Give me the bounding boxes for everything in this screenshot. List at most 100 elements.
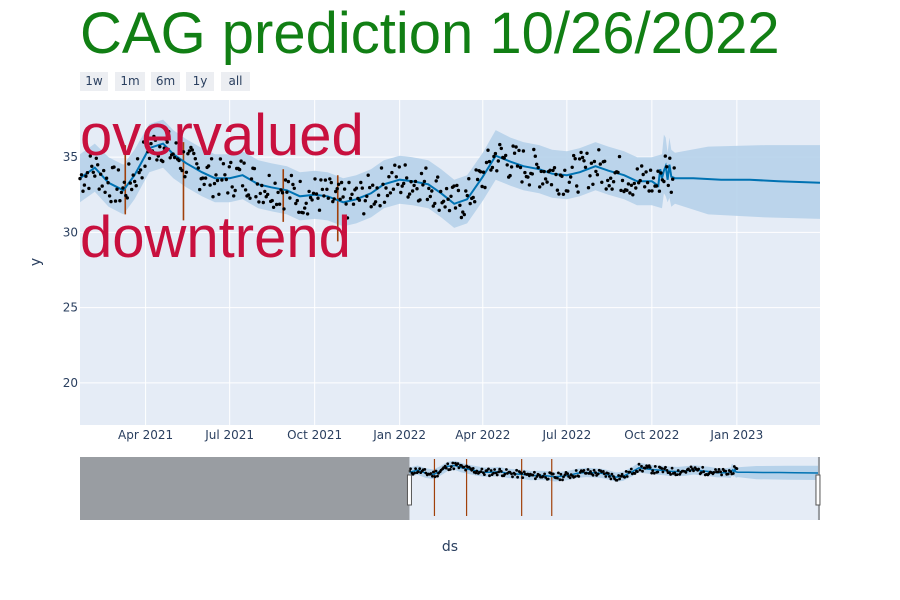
range-button-1w[interactable]: 1w [80,72,108,91]
range-slider-point [618,477,621,481]
observed-point [518,165,523,170]
range-button-all[interactable]: all [221,72,250,91]
range-slider-point [714,468,717,471]
observed-point [102,168,106,173]
observed-point [243,188,248,192]
observed-point [597,148,601,152]
observed-point [248,196,252,200]
observed-point [591,182,595,186]
range-slider-point [638,468,642,472]
observed-point [407,192,412,196]
observed-point [360,186,364,190]
range-slider-point [471,467,475,470]
observed-point [582,159,586,163]
observed-point [549,183,554,187]
observed-point [141,140,146,144]
observed-point [387,175,391,179]
range-slider-point [591,473,595,477]
range-slider-point [577,475,581,478]
observed-point [538,185,542,189]
range-slider-point [608,475,611,478]
range-button-1y[interactable]: 1y [186,72,214,91]
range-slider-point [488,474,491,478]
observed-point [473,200,477,204]
range-slider-point [612,475,615,478]
observed-point [421,183,425,187]
observed-point [403,163,407,167]
range-slider-point [697,467,700,471]
observed-point [588,174,592,178]
observed-point [603,159,607,163]
observed-point [526,175,530,179]
observed-point [412,183,416,188]
observed-point [198,187,202,192]
range-slider-point [729,470,733,474]
observed-point [418,198,422,202]
range-button-1m[interactable]: 1m [115,72,145,91]
range-slider-point [520,472,524,475]
observed-point [589,161,594,165]
observed-point [468,201,472,206]
range-slider-point [551,472,555,476]
observed-point [326,196,330,200]
observed-point [425,197,430,202]
x-tick-label: Apr 2022 [455,428,510,442]
range-slider-point [660,467,664,470]
range-slider-point [650,471,654,475]
range-slider-point [719,470,722,474]
observed-point [96,163,100,167]
observed-point [456,188,461,193]
observed-point [371,183,375,187]
range-slider-point [607,472,610,475]
observed-point [215,178,220,183]
range-slider-point [585,471,588,475]
observed-point [443,205,447,209]
observed-point [347,180,351,185]
observed-point [648,168,653,172]
observed-point [610,187,614,191]
observed-point [209,157,214,161]
observed-point [483,185,487,190]
range-slider-handle-left[interactable] [406,474,412,506]
observed-point [530,172,534,176]
range-slider-point [480,467,484,471]
range-slider-point [636,470,639,473]
observed-point [279,188,283,192]
range-slider-point [617,474,620,477]
range-slider-point [615,478,619,482]
range-slider[interactable] [80,457,821,520]
observed-point [629,183,634,187]
range-slider-handle-right[interactable] [815,474,821,506]
observed-point [575,184,579,188]
observed-point [441,199,446,203]
observed-point [662,179,666,184]
observed-point [424,166,428,170]
observed-point [598,162,602,166]
observed-point [521,149,526,153]
observed-point [164,137,168,141]
observed-point [672,166,676,170]
range-slider-point [610,472,614,476]
range-slider-point [505,468,508,471]
uncertainty-band [80,119,820,228]
observed-point [350,192,354,196]
observed-point [335,187,339,191]
range-slider-point [640,464,643,468]
observed-point [382,200,387,204]
x-tick-label: Apr 2021 [118,428,173,442]
observed-point [147,156,152,161]
observed-point [339,180,344,185]
observed-point [366,173,370,177]
range-slider-point [462,465,466,469]
observed-point [100,184,104,188]
observed-point [246,193,251,197]
range-slider-point [587,472,591,475]
observed-point [307,189,311,194]
range-slider-point [498,467,502,471]
observed-point [305,212,310,216]
observed-point [428,194,432,199]
range-slider-point [692,469,695,473]
range-slider-point [495,473,499,477]
observed-point [606,178,610,183]
range-button-6m[interactable]: 6m [151,72,180,91]
